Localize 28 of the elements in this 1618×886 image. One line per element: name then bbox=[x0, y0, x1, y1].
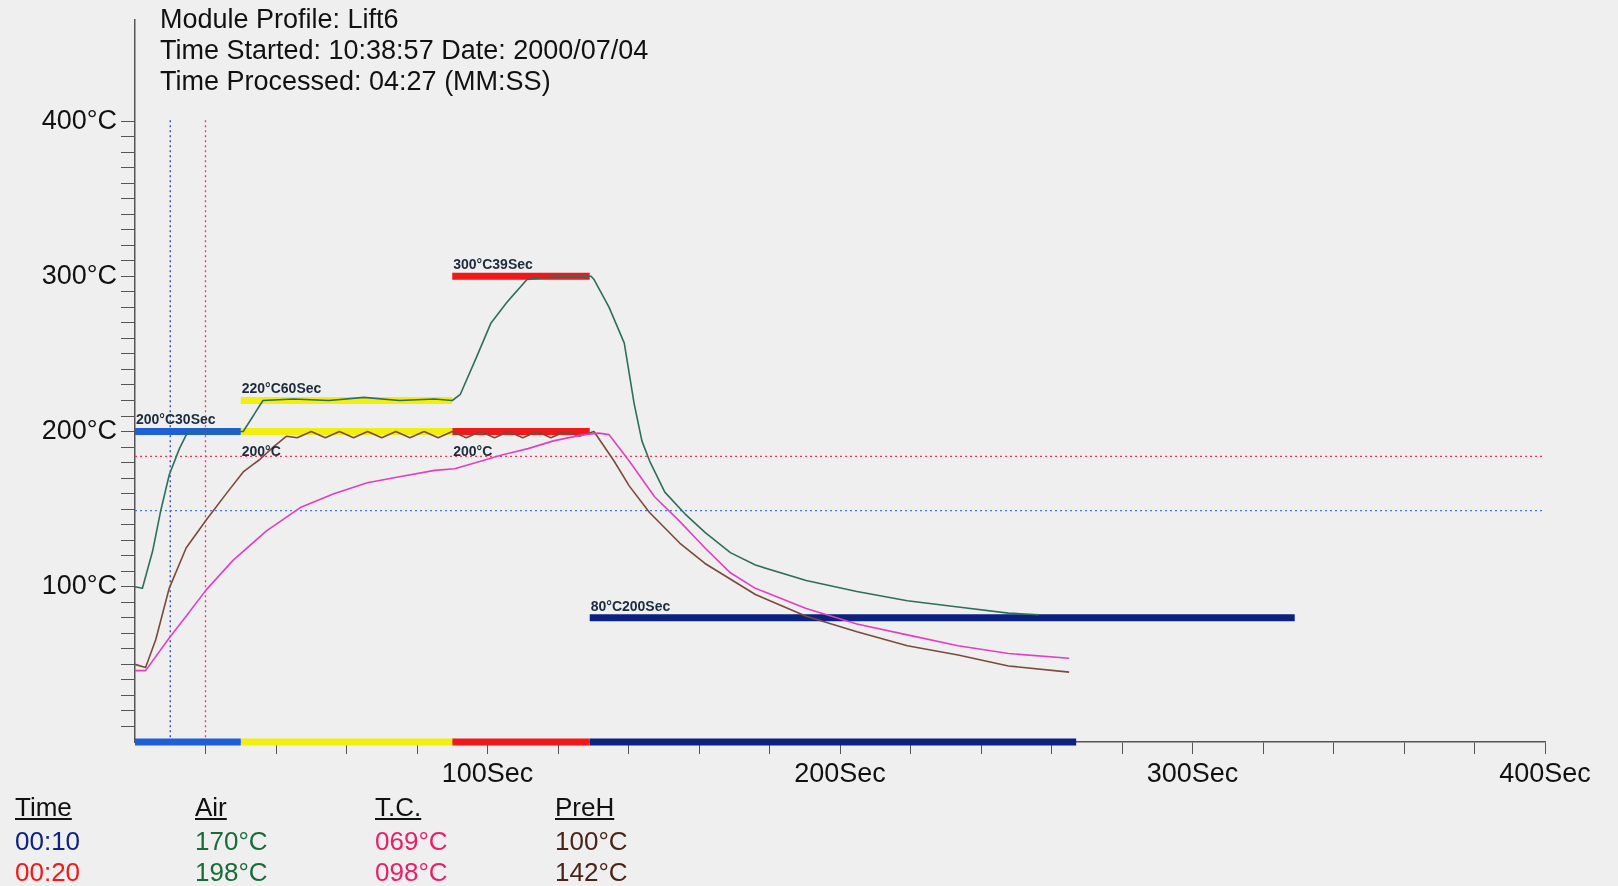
x-tick-label: 100Sec bbox=[441, 757, 534, 788]
text: 142°C bbox=[555, 857, 628, 886]
y-tick-label: 200°C bbox=[41, 415, 117, 445]
x-tick-label: 300Sec bbox=[1146, 757, 1239, 788]
series-label: 80°C200Sec bbox=[590, 597, 671, 614]
series-label: 200°C30Sec bbox=[136, 411, 216, 428]
annotation: Time Processed: 04:27 (MM:SS) bbox=[160, 66, 551, 97]
text: 170°C bbox=[195, 826, 268, 857]
text: 069°C bbox=[375, 826, 448, 857]
chart-title: Module Profile: Lift6 bbox=[160, 4, 399, 35]
y-tick-label: 400°C bbox=[41, 104, 117, 135]
text: PreH bbox=[555, 792, 615, 823]
y-tick-label: 100°C bbox=[41, 570, 117, 601]
text: 098°C bbox=[375, 857, 448, 886]
text: 00:20 bbox=[15, 857, 81, 886]
series-label: 200°C bbox=[453, 443, 493, 460]
text: T.C. bbox=[375, 792, 422, 823]
text: Air bbox=[195, 792, 227, 823]
text: 198°C bbox=[195, 857, 268, 886]
text: Time bbox=[15, 792, 72, 823]
text: Time Started: 10:38:57 Date: 2000/07/04 bbox=[160, 35, 649, 66]
y-tick-label: 300°C bbox=[41, 259, 117, 290]
series-label: 300°C39Sec bbox=[453, 256, 534, 273]
text: 00:10 bbox=[15, 826, 81, 857]
text: 100°C bbox=[555, 826, 628, 857]
x-tick-label: 200Sec bbox=[794, 757, 886, 788]
x-tick-label: 400Sec bbox=[1499, 757, 1591, 788]
series-label: 220°C60Sec bbox=[241, 380, 322, 397]
